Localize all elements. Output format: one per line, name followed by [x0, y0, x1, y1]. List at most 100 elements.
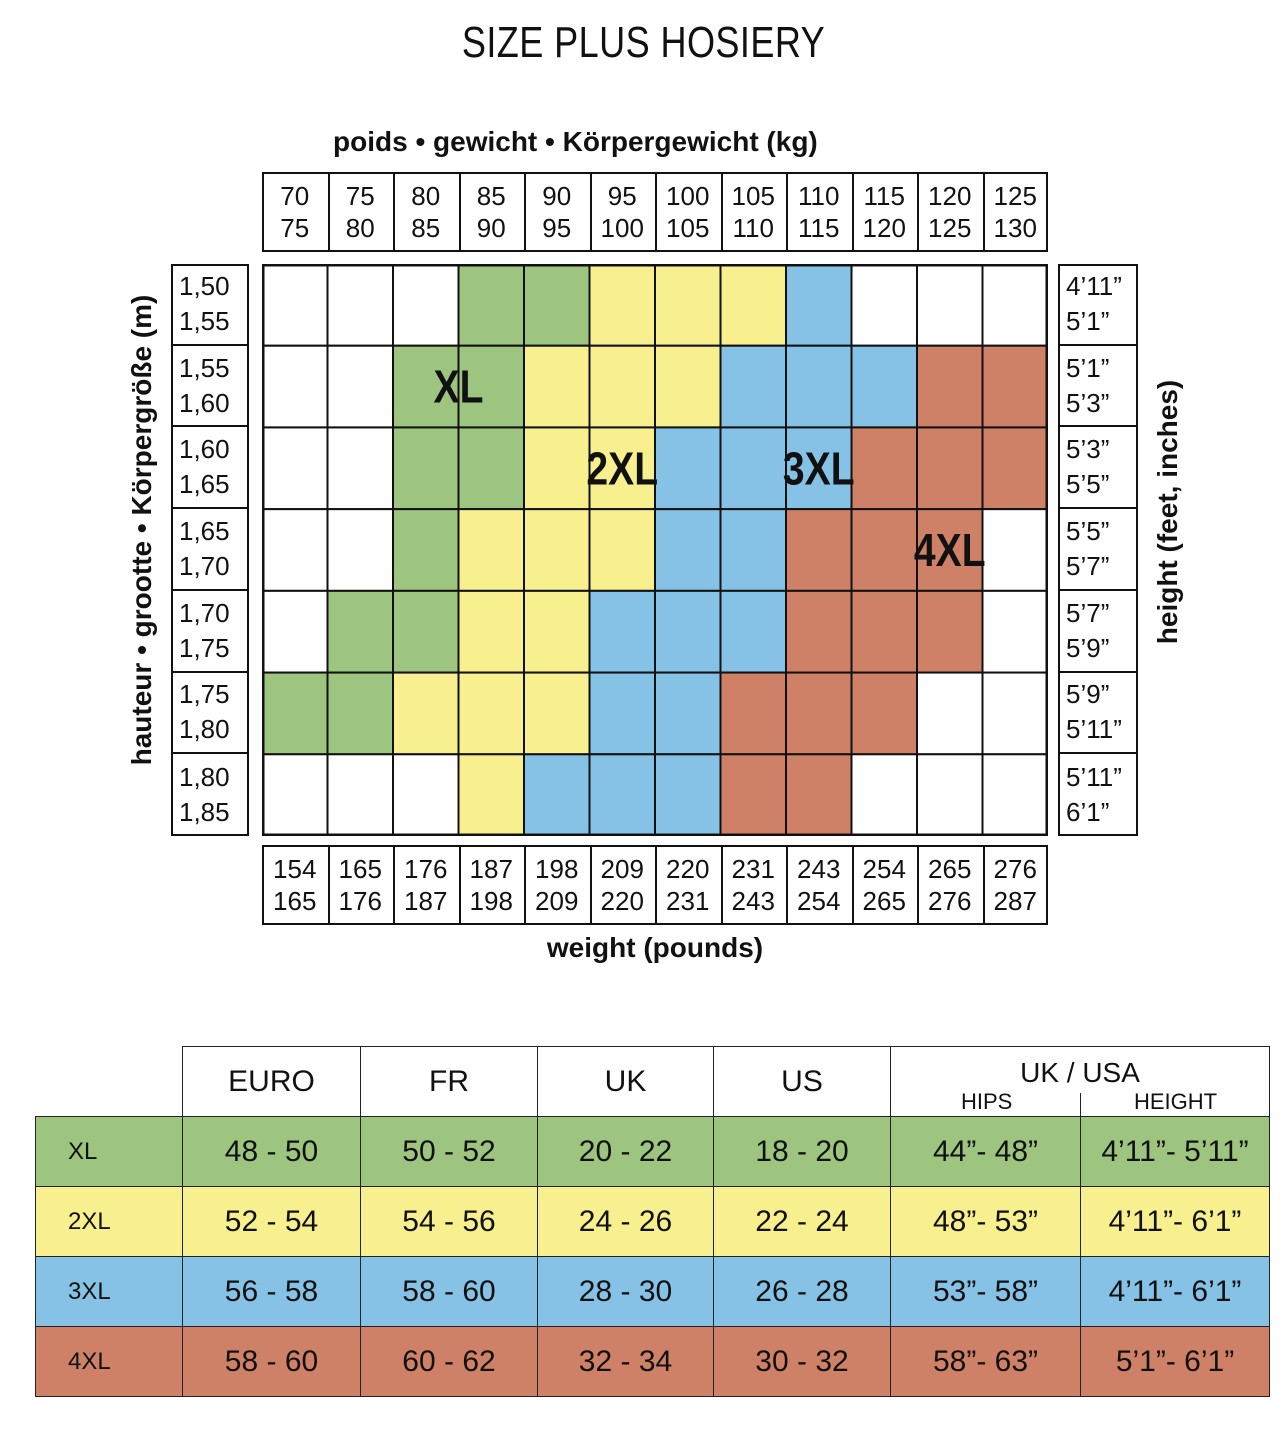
header-hips: HIPS: [961, 1089, 1013, 1114]
cell-us: 22 - 24: [713, 1186, 891, 1257]
size-name-cell: 3XL: [35, 1256, 183, 1327]
header-ukusa-title: UK / USA: [1020, 1057, 1140, 1088]
inch-range-cell: 5’1” 5’3”: [1060, 346, 1136, 428]
grid-cell-empty: [981, 264, 1048, 347]
inch-range-from: 4’11”: [1066, 270, 1122, 301]
pound-range-cell: 265 276: [917, 847, 985, 923]
meter-range-to: 1,60: [179, 387, 230, 418]
grid-cell-2xl: [523, 589, 591, 674]
cell-uk: 20 - 22: [537, 1116, 714, 1187]
cell-height: 5’1”- 6’1”: [1080, 1326, 1270, 1397]
grid-cell-empty: [326, 426, 394, 511]
grid-cell-3xl: [654, 508, 722, 592]
cell-euro: 56 - 58: [182, 1256, 361, 1327]
grid-cell-empty: [916, 753, 984, 836]
pound-range-cell: 176 187: [393, 847, 461, 923]
kg-range-to: 105: [666, 213, 710, 243]
kg-range-from: 125: [993, 181, 1037, 211]
cell-fr: 54 - 56: [360, 1186, 538, 1257]
grid-cell-2xl: [457, 753, 525, 836]
grid-cell-3xl: [719, 508, 787, 592]
grid-cell-3xl: [523, 753, 591, 836]
header-height: HEIGHT: [1134, 1089, 1218, 1114]
pound-range-to: 176: [338, 886, 382, 916]
meter-range-from: 1,80: [179, 762, 230, 793]
meter-range-cell: 1,55 1,60: [173, 346, 247, 428]
size-conversion-table: EURO FR UK US UK / USA HIPS HEIGHT XL 48 …: [35, 1046, 1270, 1397]
meter-range-from: 1,65: [179, 515, 230, 546]
pound-range-to: 243: [731, 886, 775, 916]
grid-cell-empty: [916, 264, 984, 347]
kg-range-cell: 120 125: [917, 174, 985, 250]
size-name-cell: 2XL: [35, 1186, 183, 1257]
cell-hips: 48”- 53”: [890, 1186, 1081, 1257]
grid-cell-4xl: [850, 671, 918, 756]
meter-range-column: 1,50 1,55 1,55 1,60 1,60 1,65 1,65 1,70 1,70 1,75…: [171, 264, 249, 836]
inch-range-from: 5’5”: [1066, 515, 1110, 546]
kg-range-from: 105: [731, 181, 775, 211]
grid-cell-xl: [523, 264, 591, 347]
kg-range-from: 70: [280, 181, 310, 211]
kg-range-cell: 105 110: [721, 174, 788, 250]
pound-range-cell: 231 243: [721, 847, 788, 923]
kg-range-to: 100: [600, 213, 644, 243]
meter-range-cell: 1,75 1,80: [173, 673, 247, 755]
grid-cell-empty: [392, 753, 460, 836]
grid-cell-xl: [392, 508, 460, 592]
cell-uk: 28 - 30: [537, 1256, 714, 1327]
meter-range-to: 1,70: [179, 550, 230, 581]
kg-range-from: 110: [798, 181, 840, 211]
grid-cell-3xl: [719, 344, 787, 429]
inch-range-from: 5’9”: [1066, 679, 1110, 710]
page-title: SIZE PLUS HOSIERY: [461, 18, 826, 67]
cell-fr: 50 - 52: [360, 1116, 538, 1187]
grid-cell-2xl: [523, 426, 591, 511]
inch-range-to: 5’1”: [1066, 305, 1110, 336]
grid-cell-2xl: [588, 264, 656, 347]
kg-range-to: 85: [411, 213, 441, 243]
kg-range-cell: 100 105: [655, 174, 723, 250]
grid-cell-empty: [262, 344, 329, 429]
meter-range-cell: 1,65 1,70: [173, 509, 247, 591]
meter-range-to: 1,75: [179, 632, 230, 663]
meter-range-cell: 1,80 1,85: [173, 754, 247, 836]
grid-cell-2xl: [523, 671, 591, 756]
grid-cell-4xl: [916, 344, 984, 429]
kg-range-cell: 90 95: [524, 174, 592, 250]
grid-cell-xl: [457, 344, 525, 429]
header-fr: FR: [360, 1046, 538, 1117]
grid-cell-3xl: [850, 344, 918, 429]
pound-range-footer: 154 165 165 176 176 187 187 198 198 209 209 220 220 2…: [262, 845, 1048, 925]
inch-range-cell: 5’9” 5’11”: [1060, 673, 1136, 755]
grid-cell-empty: [262, 426, 329, 511]
kg-range-cell: 95 100: [590, 174, 657, 250]
inch-range-to: 5’3”: [1066, 387, 1110, 418]
pound-range-from: 187: [469, 854, 513, 884]
kg-range-cell: 80 85: [393, 174, 461, 250]
inch-range-cell: 4’11” 5’1”: [1060, 264, 1136, 346]
meter-axis-label: hauteur • grootte • Körpergröße (m): [126, 294, 157, 766]
kg-range-from: 100: [666, 181, 710, 211]
inch-range-cell: 5’5” 5’7”: [1060, 509, 1136, 591]
inch-range-from: 5’7”: [1066, 597, 1110, 628]
grid-cell-2xl: [654, 264, 722, 347]
meter-range-to: 1,85: [179, 797, 230, 828]
grid-cell-empty: [981, 671, 1048, 756]
grid-cell-empty: [392, 264, 460, 347]
grid-cell-3xl: [785, 264, 853, 347]
pound-range-from: 231: [731, 854, 775, 884]
kg-range-header: 70 75 75 80 80 85 85 90 90 95 95 100 100 105 105 110 110…: [262, 172, 1048, 252]
grid-cell-3xl: [719, 426, 787, 511]
pound-range-cell: 220 231: [655, 847, 723, 923]
grid-cell-xl: [392, 426, 460, 511]
table-header-row: EURO FR UK US UK / USA HIPS HEIGHT: [35, 1046, 1270, 1117]
grid-cell-4xl: [850, 589, 918, 674]
inch-range-to: 5’5”: [1066, 469, 1110, 500]
pound-range-cell: 198 209: [524, 847, 592, 923]
grid-cell-2xl: [457, 671, 525, 756]
meter-range-from: 1,70: [179, 597, 230, 628]
grid-cell-4xl: [916, 426, 984, 511]
pound-range-to: 276: [928, 886, 972, 916]
pound-range-from: 176: [404, 854, 448, 884]
pound-range-cell: 209 220: [590, 847, 657, 923]
